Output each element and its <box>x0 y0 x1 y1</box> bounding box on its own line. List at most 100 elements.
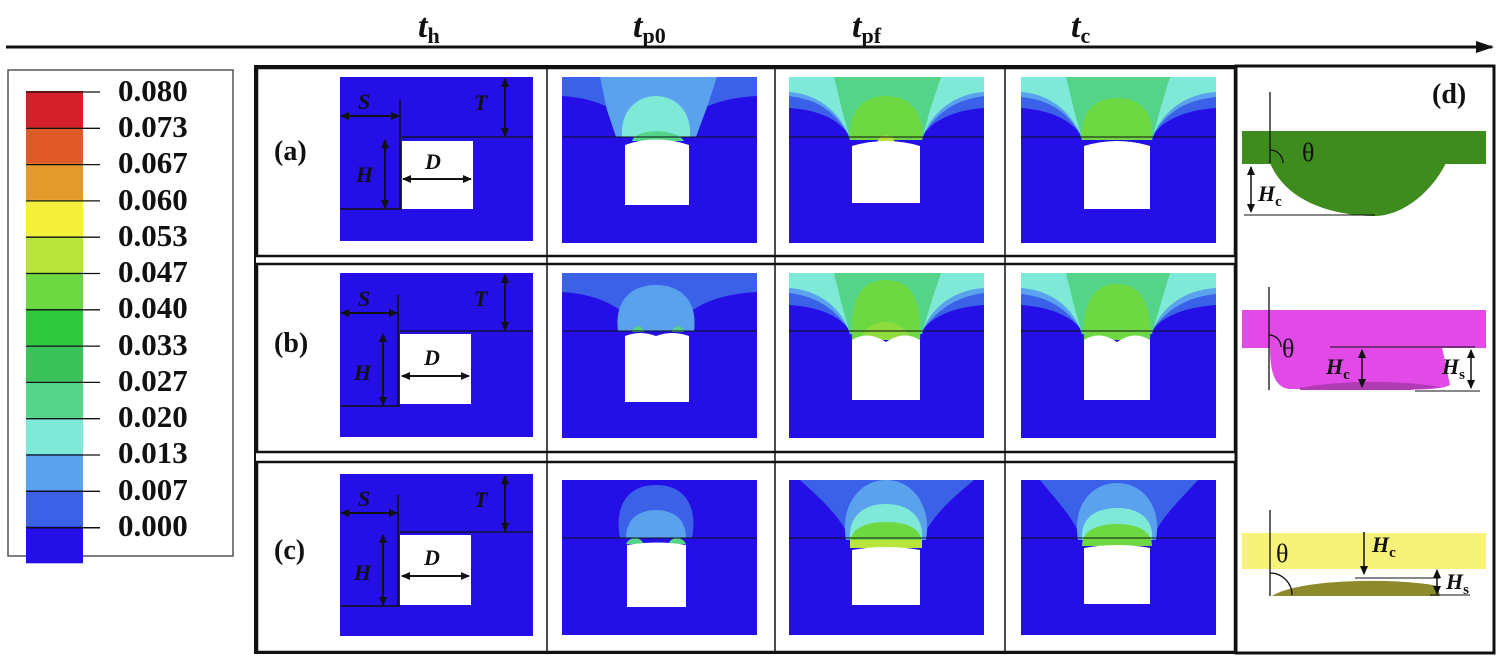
contour-band <box>617 285 695 331</box>
droplet-magenta: θ Hc Hs <box>1242 287 1486 392</box>
legend-value-labels: 0.080 0.073 0.067 0.060 0.053 0.047 0.04… <box>118 73 188 543</box>
legend-swatch <box>26 272 83 310</box>
contour-panel-b-tc <box>1021 273 1216 438</box>
geometry-panel-c: S T H D <box>340 474 533 636</box>
cavity <box>1084 335 1150 400</box>
legend-value: 0.080 <box>118 73 188 108</box>
dim-label-D: D <box>424 149 441 174</box>
contact-angle-arc <box>1269 149 1284 164</box>
legend-swatch <box>26 236 83 273</box>
legend-color-bar <box>26 91 100 564</box>
dim-label-S: S <box>358 486 370 511</box>
cavity <box>852 141 920 203</box>
cavity <box>400 535 471 605</box>
contour-band <box>850 540 922 548</box>
legend-value: 0.067 <box>118 145 188 180</box>
legend: 0.080 0.073 0.067 0.060 0.053 0.047 0.04… <box>7 69 234 564</box>
film-layer <box>1242 131 1486 164</box>
droplet-bottom-shade <box>1300 381 1440 390</box>
legend-value: 0.020 <box>118 399 188 434</box>
cavity <box>852 335 920 400</box>
legend-value: 0.013 <box>118 435 188 470</box>
contour-band <box>632 131 684 141</box>
timeline-labels: th tp0 tpf tc <box>418 8 1090 48</box>
cavity <box>627 542 686 607</box>
legend-swatch <box>26 417 83 455</box>
contour-band <box>626 510 686 538</box>
contour-band <box>1081 98 1153 140</box>
dim-label-D: D <box>423 345 440 370</box>
contact-angle-arc <box>1269 572 1293 596</box>
legend-value: 0.033 <box>118 327 188 362</box>
dim-label-H: H <box>355 162 374 187</box>
droplet-yellow: θ Hc Hs <box>1242 510 1486 598</box>
cavity <box>1084 141 1150 209</box>
contour-band <box>626 538 686 544</box>
contour-band <box>851 280 921 340</box>
contour-band <box>1082 524 1152 546</box>
legend-swatch <box>26 127 83 164</box>
cavity <box>625 139 689 205</box>
legend-swatch <box>26 526 83 564</box>
legend-value: 0.053 <box>118 218 188 253</box>
cavity <box>400 334 471 404</box>
dim-label-T: T <box>474 90 489 115</box>
legend-swatch <box>26 91 83 128</box>
dim-label-S: S <box>358 286 370 311</box>
cavity <box>625 333 689 402</box>
row-label-c: (c) <box>274 535 305 566</box>
panel-d: (d) θ Hc θ Hc Hs <box>1234 64 1496 655</box>
timeline-label-th: th <box>418 8 440 48</box>
legend-swatch <box>26 199 83 237</box>
dim-label-S: S <box>358 89 370 114</box>
cavity <box>1084 545 1150 604</box>
legend-swatch <box>26 454 83 491</box>
Hc-label: Hc <box>1257 181 1282 210</box>
geometry-panel-a: S T H D <box>340 77 533 241</box>
contour-panel-a-tc <box>1021 77 1216 243</box>
timeline-label-tp0: tp0 <box>633 8 666 48</box>
film-layer <box>1242 310 1486 348</box>
contour-band <box>849 96 923 140</box>
contour-panel-c-tc <box>1021 480 1216 635</box>
contour-panel-c-tp0 <box>562 480 757 635</box>
contact-angle-arc <box>1268 334 1282 348</box>
legend-swatch <box>26 345 83 382</box>
timeline-label-tpf: tpf <box>852 8 882 48</box>
row-label-a: (a) <box>274 136 307 167</box>
legend-value: 0.000 <box>118 508 188 543</box>
dim-label-H: H <box>353 360 372 385</box>
dim-label-D: D <box>423 545 440 570</box>
theta-label: θ <box>1282 334 1294 363</box>
droplet-green: θ Hc <box>1242 92 1486 216</box>
droplet-cap <box>1270 163 1446 216</box>
dim-label-H: H <box>353 560 372 585</box>
legend-value: 0.040 <box>118 290 188 325</box>
legend-value: 0.027 <box>118 363 188 398</box>
timeline-label-tc: tc <box>1071 8 1090 48</box>
contour-panel-b-tpf <box>789 273 984 438</box>
dim-label-T: T <box>474 286 489 311</box>
contour-band <box>621 96 691 137</box>
Hs-label: Hs <box>1441 354 1465 383</box>
contour-band <box>1083 284 1151 340</box>
contour-panel-a-tp0 <box>562 77 757 243</box>
legend-value: 0.060 <box>118 182 188 217</box>
theta-label: θ <box>1276 539 1288 568</box>
legend-swatch <box>26 163 83 201</box>
dim-label-T: T <box>474 487 489 512</box>
panel-d-label: (d) <box>1432 79 1466 110</box>
legend-value: 0.047 <box>118 254 188 289</box>
legend-swatch <box>26 381 83 419</box>
legend-swatch <box>26 490 83 527</box>
contour-panel-b-tp0 <box>562 273 757 438</box>
Hs-label: Hs <box>1445 569 1469 598</box>
droplet-body <box>1272 580 1440 596</box>
theta-label: θ <box>1302 138 1314 167</box>
legend-swatch <box>26 308 83 346</box>
legend-value: 0.007 <box>118 472 188 507</box>
cavity <box>852 547 920 605</box>
legend-value: 0.073 <box>118 109 188 144</box>
geometry-panel-b: S T H D <box>340 273 533 437</box>
